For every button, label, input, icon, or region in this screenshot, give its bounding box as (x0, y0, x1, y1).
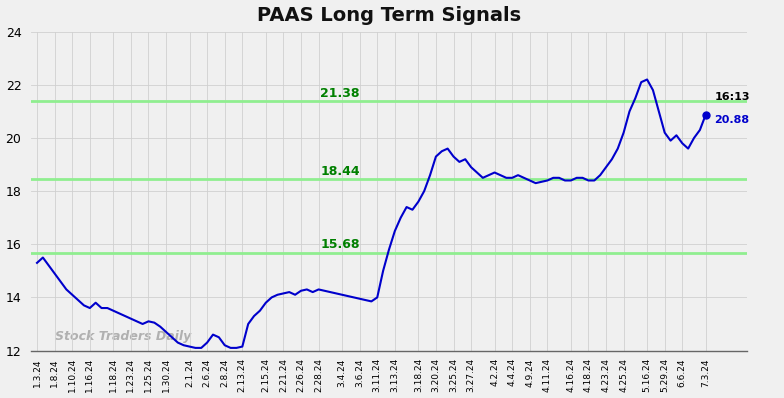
Text: Stock Traders Daily: Stock Traders Daily (55, 330, 191, 343)
Title: PAAS Long Term Signals: PAAS Long Term Signals (257, 6, 521, 25)
Text: 20.88: 20.88 (714, 115, 750, 125)
Text: 18.44: 18.44 (321, 165, 360, 178)
Text: 15.68: 15.68 (321, 238, 360, 251)
Point (699, 111, 712, 118)
Text: 16:13: 16:13 (714, 92, 750, 102)
Text: 21.38: 21.38 (321, 86, 360, 100)
